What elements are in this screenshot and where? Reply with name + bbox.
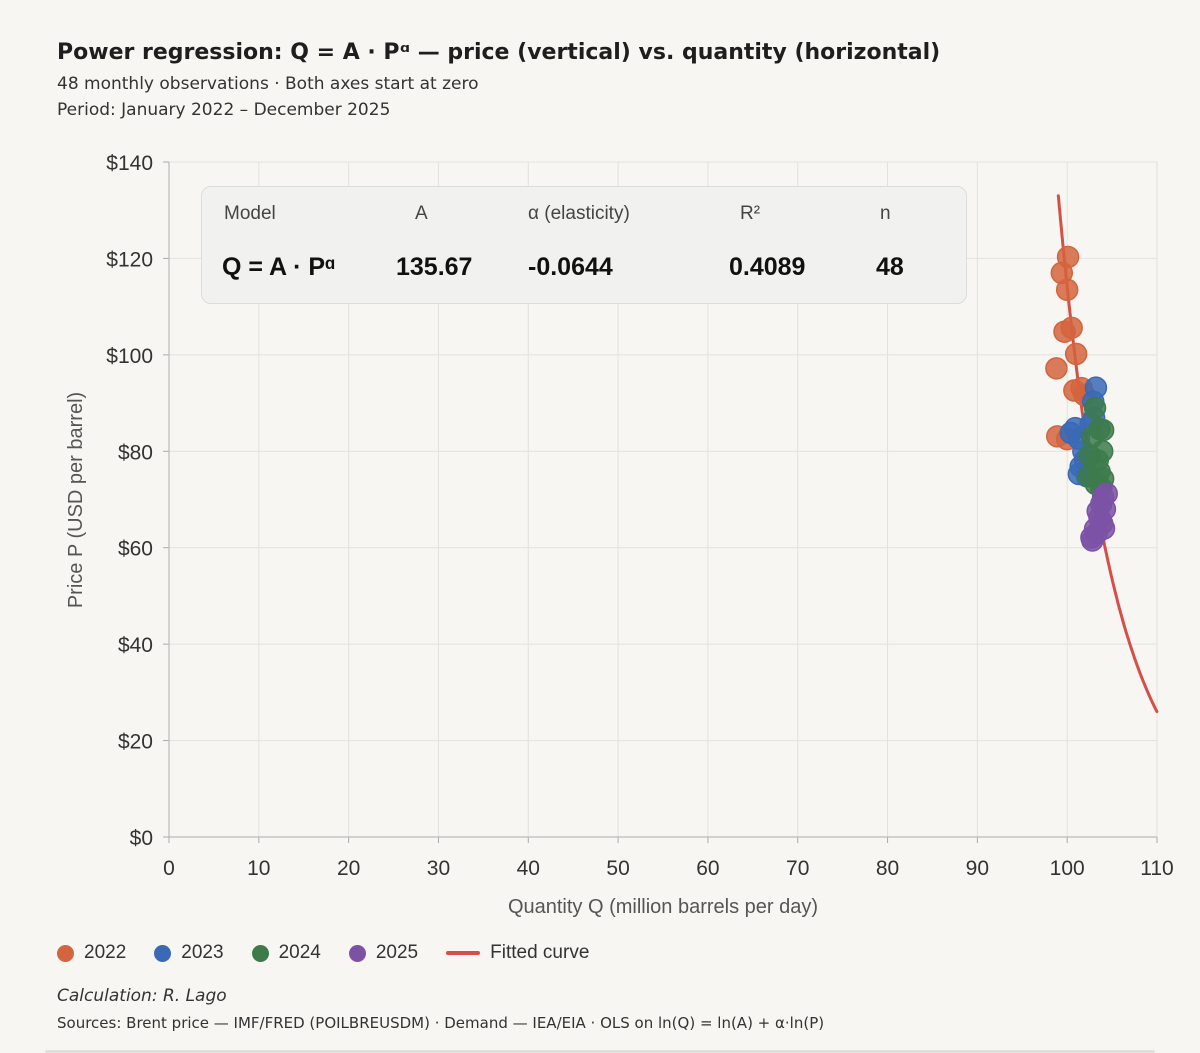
stat-header-model: Model: [224, 203, 276, 224]
legend-label-2022: 2022: [84, 942, 127, 963]
data-points: [1045, 245, 1118, 552]
x-tick-label: 90: [966, 857, 989, 880]
y-tick-label: $80: [118, 441, 153, 464]
scatter-chart: 0 10 20 30 40 50 60 70 80 90 100 110 $0 $20 $40 $60 $80 $…: [65, 152, 1174, 918]
x-tick-label: 10: [247, 857, 270, 880]
legend-item-2025[interactable]: 2025: [348, 942, 419, 964]
legend-item-2024[interactable]: 2024: [251, 942, 321, 964]
legend-label-2023: 2023: [181, 942, 224, 963]
axes: 0 10 20 30 40 50 60 70 80 90 100 110 $0 $20 $40 $60 $80 $…: [106, 152, 1173, 880]
data-point-2022: [1045, 357, 1068, 380]
calculation-credit: Calculation: R. Lago: [57, 986, 227, 1006]
y-tick-label: $0: [130, 827, 153, 850]
chart-period: Period: January 2022 – December 2025: [57, 100, 391, 120]
x-tick-label: 110: [1140, 857, 1173, 880]
bottom-divider: [45, 1050, 1155, 1053]
legend-item-2022[interactable]: 2022: [57, 942, 126, 964]
x-axis-label: Quantity Q (million barrels per day): [508, 896, 818, 918]
x-tick-label: 0: [163, 857, 175, 880]
legend-dot-2023: [154, 944, 172, 962]
y-tick-label: $120: [106, 248, 153, 271]
x-tick-label: 100: [1050, 857, 1085, 880]
x-tick-label: 30: [427, 857, 450, 880]
legend-dot-2025: [348, 944, 366, 962]
chart-title: Power regression: Q = A · Pᵅ — price (ve…: [57, 40, 941, 65]
stat-header-n: n: [880, 203, 891, 224]
legend: 2022 2023 2024 2025 Fitted curve: [57, 942, 617, 964]
x-tick-label: 80: [876, 857, 899, 880]
y-tick-label: $100: [106, 345, 153, 368]
x-tick-label: 40: [517, 857, 540, 880]
y-tick-label: $20: [118, 731, 153, 754]
legend-label-2025: 2025: [375, 942, 419, 963]
legend-line-swatch: [446, 951, 481, 955]
x-tick-label: 70: [786, 857, 809, 880]
stat-value-alpha: -0.0644: [528, 253, 613, 281]
legend-label-fitted-curve: Fitted curve: [490, 942, 590, 963]
data-point-2022: [1064, 342, 1088, 366]
data-point-2022: [1053, 320, 1076, 343]
stat-header-r2: R²: [740, 203, 761, 224]
x-tick-label: 50: [606, 857, 629, 880]
legend-item-2023[interactable]: 2023: [154, 942, 224, 964]
legend-dot-2024: [251, 944, 269, 962]
stat-header-alpha: α (elasticity): [528, 203, 630, 224]
y-tick-label: $40: [118, 634, 153, 657]
data-point-2025: [1081, 529, 1104, 552]
sources-note: Sources: Brent price — IMF/FRED (POILBRE…: [57, 1014, 825, 1032]
y-axis-label: Price P (USD per barrel): [65, 392, 87, 608]
legend-label-2024: 2024: [278, 942, 321, 963]
legend-item-fitted-curve[interactable]: Fitted curve: [446, 942, 589, 964]
stat-value-n: 48: [876, 253, 904, 281]
stat-value-a: 135.67: [396, 253, 473, 281]
data-point-2024: [1083, 396, 1107, 420]
legend-dot-2022: [57, 944, 74, 962]
x-tick-label: 60: [696, 857, 719, 880]
regression-stats-box: Model A α (elasticity) R² n Q = A · Pᵅ 1…: [201, 186, 967, 304]
y-tick-label: $60: [118, 538, 153, 561]
stat-header-a: A: [415, 203, 428, 224]
stat-value-model: Q = A · Pᵅ: [222, 253, 335, 281]
stat-value-r2: 0.4089: [729, 253, 806, 281]
y-tick-label: $140: [106, 152, 153, 175]
chart-subtitle: 48 monthly observations · Both axes star…: [57, 74, 479, 94]
x-tick-label: 20: [337, 857, 360, 880]
data-point-2022: [1055, 278, 1079, 302]
